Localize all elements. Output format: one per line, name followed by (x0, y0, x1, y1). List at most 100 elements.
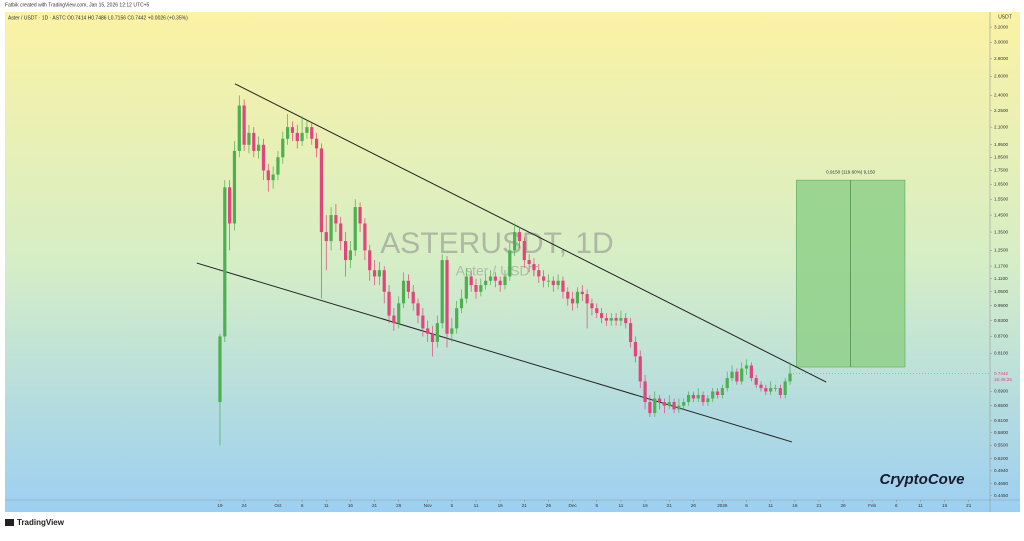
y-tick-label: 1.4500 (994, 212, 1008, 217)
candle-body (406, 280, 410, 292)
candle-body (662, 402, 667, 406)
candle-body (513, 232, 517, 251)
candle-body (435, 323, 439, 342)
y-tick-label: 3.2000 (994, 24, 1008, 29)
y-tick-label: 0.9900 (994, 303, 1008, 308)
candle-body (218, 336, 222, 403)
candle-body (368, 250, 372, 271)
candle-body (585, 294, 589, 304)
y-tick-label: 1.0500 (994, 289, 1008, 294)
watermark-title: ASTERUSDT, 1D (380, 227, 613, 260)
candle-body (445, 260, 449, 334)
countdown: 16:46:25 (994, 377, 1012, 382)
x-tick-label: 16 (348, 503, 354, 508)
x-tick-label: Dec (569, 503, 578, 508)
y-tick-label: 0.6100 (994, 418, 1008, 423)
x-tick-label: 6 (595, 503, 598, 508)
logo-text: TradingView (17, 518, 65, 527)
watermark-brand: CryptoCove (879, 471, 964, 488)
candle-body (725, 378, 729, 389)
candle-body (600, 313, 604, 319)
y-tick-label: 0.8100 (994, 351, 1008, 356)
candle-body (334, 215, 338, 224)
candle-body (720, 388, 724, 395)
x-tick-label: 21 (667, 503, 673, 508)
axis-label: USDT (998, 14, 1012, 20)
candle-body (769, 388, 773, 392)
candle-body (314, 138, 319, 149)
candle-body (440, 260, 444, 324)
x-tick-label: 24 (242, 503, 248, 508)
candle-body (773, 388, 778, 389)
y-tick-label: 2.6000 (994, 74, 1008, 79)
candle-body (672, 402, 676, 410)
trendline (196, 262, 793, 443)
x-tick-label: 21 (522, 503, 528, 508)
candle-body (556, 280, 560, 286)
candle-body (754, 378, 758, 385)
candle-body (363, 223, 367, 251)
x-tick-label: 26 (546, 503, 552, 508)
logo-icon (5, 519, 14, 526)
x-tick-label: 11 (474, 503, 479, 508)
x-tick-label: 16 (498, 503, 504, 508)
y-tick-label: 0.8700 (994, 334, 1008, 339)
x-tick-label: 16 (643, 503, 649, 508)
candle-body (324, 232, 328, 242)
y-tick-label: 1.7500 (994, 168, 1008, 173)
y-tick-label: 1.1700 (994, 263, 1008, 268)
x-tick-label: 21 (966, 503, 972, 508)
candle-body (295, 132, 299, 142)
candle-body (517, 232, 522, 242)
symbol-line: Aster / USDT · 1D · ASTC O0.7414 H0.7486… (8, 15, 188, 21)
candle-body (382, 270, 386, 292)
candle-body (686, 394, 691, 403)
candle-body (290, 127, 295, 133)
candle-body (657, 398, 662, 403)
candle-body (474, 285, 478, 292)
candle-body (261, 144, 266, 171)
candle-body (740, 368, 744, 382)
x-tick-label: 11 (768, 503, 773, 508)
y-tick-label: 2.2500 (994, 108, 1008, 113)
candle-body (551, 280, 555, 286)
x-tick-label: 6 (451, 503, 454, 508)
candle-body (237, 105, 241, 151)
candle-body (266, 170, 270, 181)
candle-body (421, 315, 425, 329)
candle-body (546, 280, 551, 282)
candle-body (508, 250, 512, 277)
candle-body (469, 276, 473, 286)
candle-body (401, 280, 406, 304)
x-tick-label: Nov (424, 503, 433, 508)
y-tick-label: 0.9300 (994, 318, 1008, 323)
x-tick-label: 11 (918, 503, 923, 508)
y-tick-label: 1.9500 (994, 142, 1008, 147)
candle-body (715, 391, 720, 395)
candle-body (595, 308, 599, 314)
header: Fatbik created with TradingView.com, Jan… (5, 2, 150, 8)
candle-body (759, 384, 763, 389)
candle-body (310, 127, 314, 139)
x-tick-label: 26 (841, 503, 847, 508)
candle-body (614, 318, 618, 321)
candle-body (648, 402, 652, 414)
candle-body (788, 373, 792, 382)
candle-body (459, 298, 464, 309)
y-tick-label: 1.3500 (994, 229, 1008, 234)
candle-body (783, 381, 787, 395)
candle-body (561, 280, 565, 292)
candle-body (232, 150, 237, 224)
y-tick-label: 2.4000 (994, 93, 1008, 98)
candle-body (300, 132, 304, 142)
candle-body (430, 333, 435, 342)
x-tick-label: 26 (396, 503, 402, 508)
candle-body (571, 298, 575, 304)
x-tick-label: Feb (868, 503, 876, 508)
candle-body (619, 318, 623, 321)
candle-body (706, 398, 710, 403)
candle-body (271, 174, 275, 181)
candle-body (484, 280, 488, 286)
x-tick-label: 21 (372, 503, 378, 508)
